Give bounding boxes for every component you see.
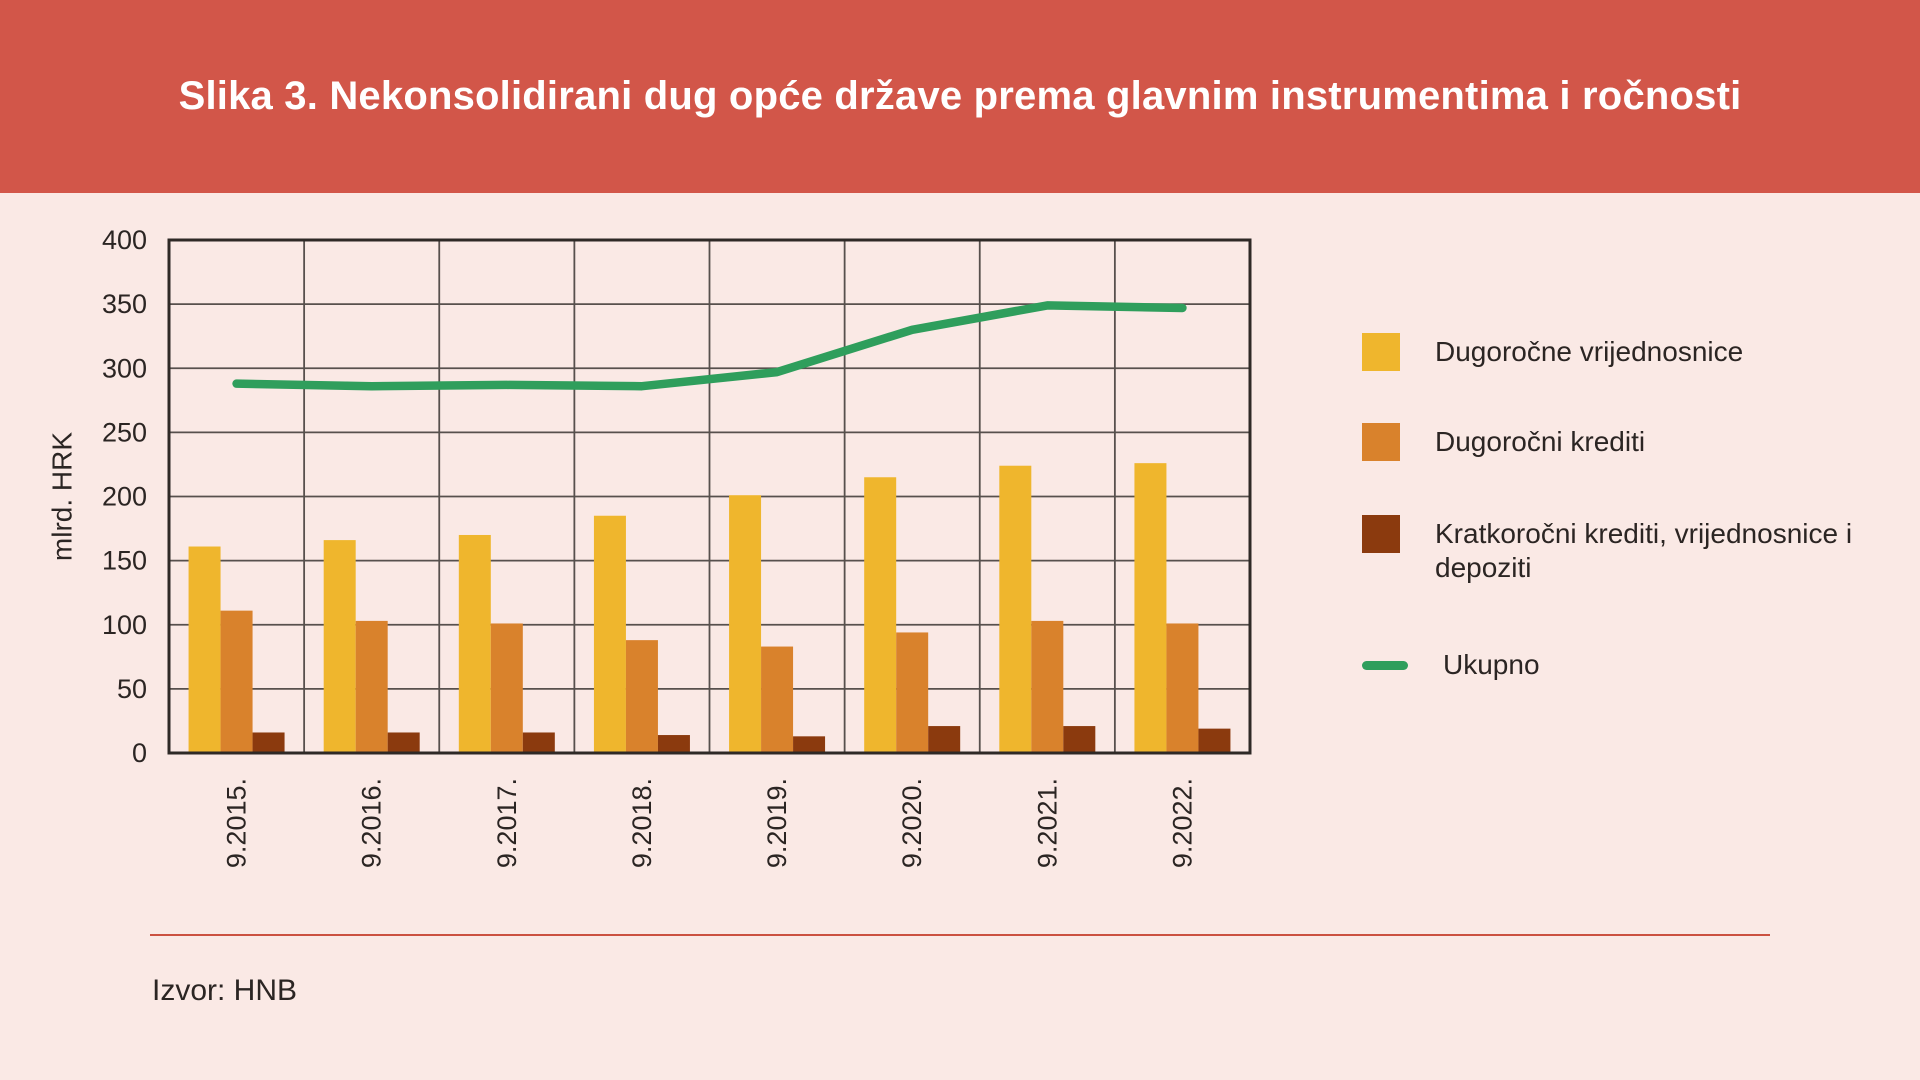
- bar-series1-9.2019.: [761, 646, 794, 753]
- x-tick-label: 9.2021.: [1032, 778, 1062, 868]
- bar-series2-9.2020.: [928, 726, 961, 753]
- y-tick-label: 250: [102, 417, 147, 447]
- legend-line-swatch-ukupno-icon: [1362, 660, 1408, 670]
- bar-series1-9.2018.: [625, 640, 658, 753]
- x-tick-label: 9.2022.: [1167, 778, 1197, 868]
- source-note: Izvor: HNB: [152, 974, 298, 1007]
- bar-series0-9.2016.: [323, 540, 356, 753]
- legend-swatch-dugorocni-krediti-icon: [1362, 423, 1400, 461]
- bar-series2-9.2015.: [252, 732, 285, 753]
- legend-item-dugorocne-vrijednosnice: Dugoročne vrijednosnice: [1362, 333, 1743, 371]
- y-axis-title: mlrd. HRK: [47, 432, 78, 561]
- legend-label: Dugoročni krediti: [1435, 426, 1646, 457]
- bar-series2-9.2021.: [1063, 726, 1096, 753]
- legend-swatch-dugorocne-vrijednosnice-icon: [1362, 333, 1400, 371]
- y-tick-label: 400: [102, 225, 147, 255]
- y-tick-label: 0: [132, 738, 147, 768]
- y-tick-label: 100: [102, 610, 147, 640]
- footer-divider: [150, 934, 1770, 936]
- y-tick-label: 150: [102, 546, 147, 576]
- legend-swatch-kratkorocni-icon: [1362, 515, 1400, 553]
- total-line: [232, 301, 1187, 391]
- figure-header: Slika 3. Nekonsolidirani dug opće države…: [0, 0, 1920, 193]
- x-tick-label: 9.2019.: [762, 778, 792, 868]
- legend-item-ukupno: Ukupno: [1362, 648, 1540, 682]
- figure-title: Slika 3. Nekonsolidirani dug opće države…: [178, 74, 1742, 118]
- bar-series0-9.2022.: [1134, 463, 1167, 753]
- bar-series2-9.2022.: [1198, 728, 1231, 753]
- bar-series0-9.2017.: [458, 534, 491, 753]
- legend-label: Kratkoročni krediti, vrijednosnice i dep…: [1435, 518, 1853, 583]
- bar-series1-9.2015.: [220, 610, 253, 753]
- bar-series0-9.2021.: [999, 465, 1032, 753]
- y-tick-label: 350: [102, 289, 147, 319]
- bar-series2-9.2019.: [793, 736, 826, 753]
- legend-item-kratkorocni: Kratkoročni krediti, vrijednosnice i dep…: [1362, 515, 1905, 585]
- legend-label: Dugoročne vrijednosnice: [1435, 336, 1744, 367]
- bar-series1-9.2020.: [896, 632, 929, 753]
- chart: 0 50 100 150 200 250 300 350 400 9.2015. 9.2016. 9.…: [47, 225, 1252, 868]
- bar-series1-9.2016.: [355, 620, 388, 753]
- x-tick-label: 9.2020.: [897, 778, 927, 868]
- bar-series2-9.2016.: [387, 732, 420, 753]
- x-tick-label: 9.2018.: [627, 778, 657, 868]
- plot-frame: [167, 238, 1252, 755]
- y-tick-label: 200: [102, 482, 147, 512]
- legend-item-dugorocni-krediti: Dugoročni krediti: [1362, 423, 1645, 461]
- y-tick-label: 50: [117, 674, 147, 704]
- bar-series1-9.2022.: [1166, 623, 1199, 753]
- y-tick-label: 300: [102, 353, 147, 383]
- x-tick-label: 9.2017.: [492, 778, 522, 868]
- bar-series0-9.2018.: [593, 515, 626, 753]
- bar-series2-9.2018.: [657, 735, 690, 753]
- x-tick-label: 9.2016.: [357, 778, 387, 868]
- bar-series0-9.2015.: [188, 546, 221, 753]
- x-tick-label: 9.2015.: [222, 778, 252, 868]
- bar-series1-9.2021.: [1031, 620, 1064, 753]
- bar-series1-9.2017.: [490, 623, 523, 753]
- bar-series0-9.2019.: [729, 495, 762, 753]
- bar-series2-9.2017.: [522, 732, 555, 753]
- legend-label: Ukupno: [1443, 649, 1540, 680]
- bar-series0-9.2020.: [864, 477, 897, 753]
